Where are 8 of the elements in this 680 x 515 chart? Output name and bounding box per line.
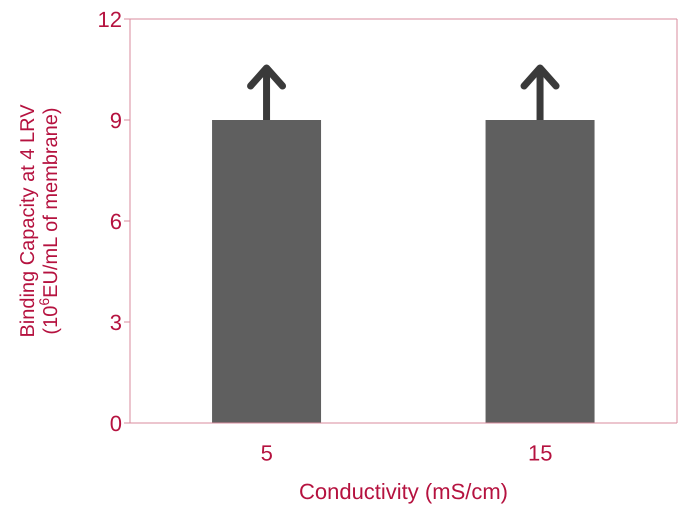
y-tick-label: 0 bbox=[110, 410, 122, 436]
y-tick-label: 9 bbox=[110, 108, 122, 133]
y-tick-label: 3 bbox=[110, 310, 122, 335]
x-axis-title: Conductivity (mS/cm) bbox=[298, 479, 508, 504]
x-tick-label: 5 bbox=[260, 440, 273, 466]
x-tick-label: 15 bbox=[528, 440, 552, 466]
y-tick-label: 6 bbox=[110, 208, 122, 234]
y-tick-label: 12 bbox=[98, 6, 122, 32]
